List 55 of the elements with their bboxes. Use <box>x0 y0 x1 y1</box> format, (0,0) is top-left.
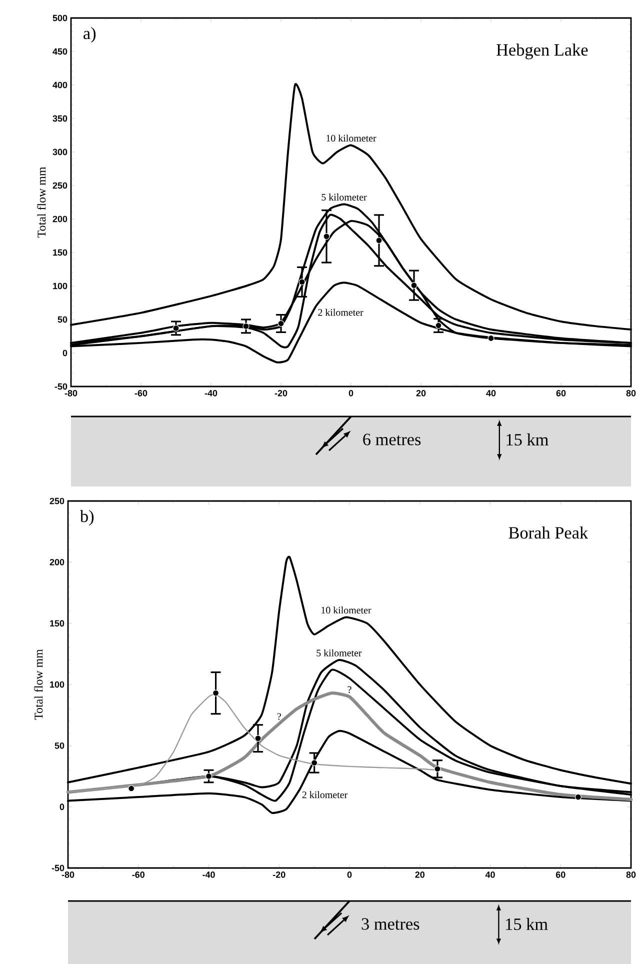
y-tick-label: -50 <box>54 383 68 390</box>
y-tick-label: 400 <box>52 82 68 88</box>
text: Hebgen Lake <box>496 44 588 60</box>
x-tick-label: 20 <box>415 872 425 878</box>
y-axis-title: Total flow mm <box>37 166 46 238</box>
x-tick-label: 20 <box>416 390 426 396</box>
y-tick-label: 150 <box>50 620 64 627</box>
y-tick-label: -50 <box>52 864 64 872</box>
y-tick-label: 50 <box>58 316 68 323</box>
x-tick-label: -40 <box>204 390 218 396</box>
annotation: b) <box>80 510 94 526</box>
x-tick-label: 60 <box>556 390 566 396</box>
text: 15 km <box>506 433 548 446</box>
annotation: a) <box>84 27 96 43</box>
x-tick-label: 40 <box>485 872 495 878</box>
y-axis-title: Total flow mm <box>34 649 43 720</box>
annotation: 10 kilometer <box>326 134 376 142</box>
x-tick-label: -60 <box>134 390 148 396</box>
annotation: 5 kilometer <box>322 194 367 201</box>
y-tick-label: 50 <box>54 742 64 749</box>
y-tick-label: 500 <box>52 14 68 22</box>
annotation: 5 kilometer <box>316 649 362 656</box>
x-tick-label: 80 <box>626 872 636 878</box>
y-tick-label: 300 <box>52 148 68 156</box>
annotation: 10 kilometer <box>322 606 372 614</box>
y-tick-label: 0 <box>60 804 64 810</box>
x-tick-label: -40 <box>202 872 215 878</box>
x-tick-label: -80 <box>62 872 74 878</box>
y-tick-label: 100 <box>50 681 64 688</box>
y-tick-label: 100 <box>53 282 68 290</box>
x-tick-label: 0 <box>347 872 352 878</box>
annotation: ? <box>277 713 281 720</box>
text: 3 metres <box>362 918 420 930</box>
text: Borah Peak <box>508 526 588 539</box>
x-tick-label: -20 <box>272 872 286 878</box>
y-tick-label: 250 <box>50 498 64 504</box>
x-tick-label: 60 <box>556 872 566 878</box>
annotation: ? <box>348 686 352 694</box>
x-tick-label: 80 <box>626 390 636 396</box>
y-tick-label: 200 <box>52 216 68 222</box>
x-tick-label: 40 <box>486 390 496 396</box>
y-tick-label: 250 <box>52 182 68 189</box>
x-tick-label: 0 <box>348 390 354 396</box>
text: 15 km <box>506 918 548 930</box>
y-tick-label: 200 <box>50 558 64 566</box>
y-tick-label: 450 <box>52 48 68 55</box>
y-tick-label: 150 <box>53 249 68 256</box>
x-tick-label: -20 <box>274 390 288 396</box>
x-tick-label: -80 <box>64 390 78 396</box>
y-tick-label: 350 <box>52 115 68 122</box>
annotation: 2 kilometer <box>318 308 364 316</box>
annotation: 2 kilometer <box>302 791 348 798</box>
y-tick-label: 0 <box>62 350 68 356</box>
x-tick-label: -60 <box>132 872 144 878</box>
text: 6 metres <box>363 434 421 446</box>
